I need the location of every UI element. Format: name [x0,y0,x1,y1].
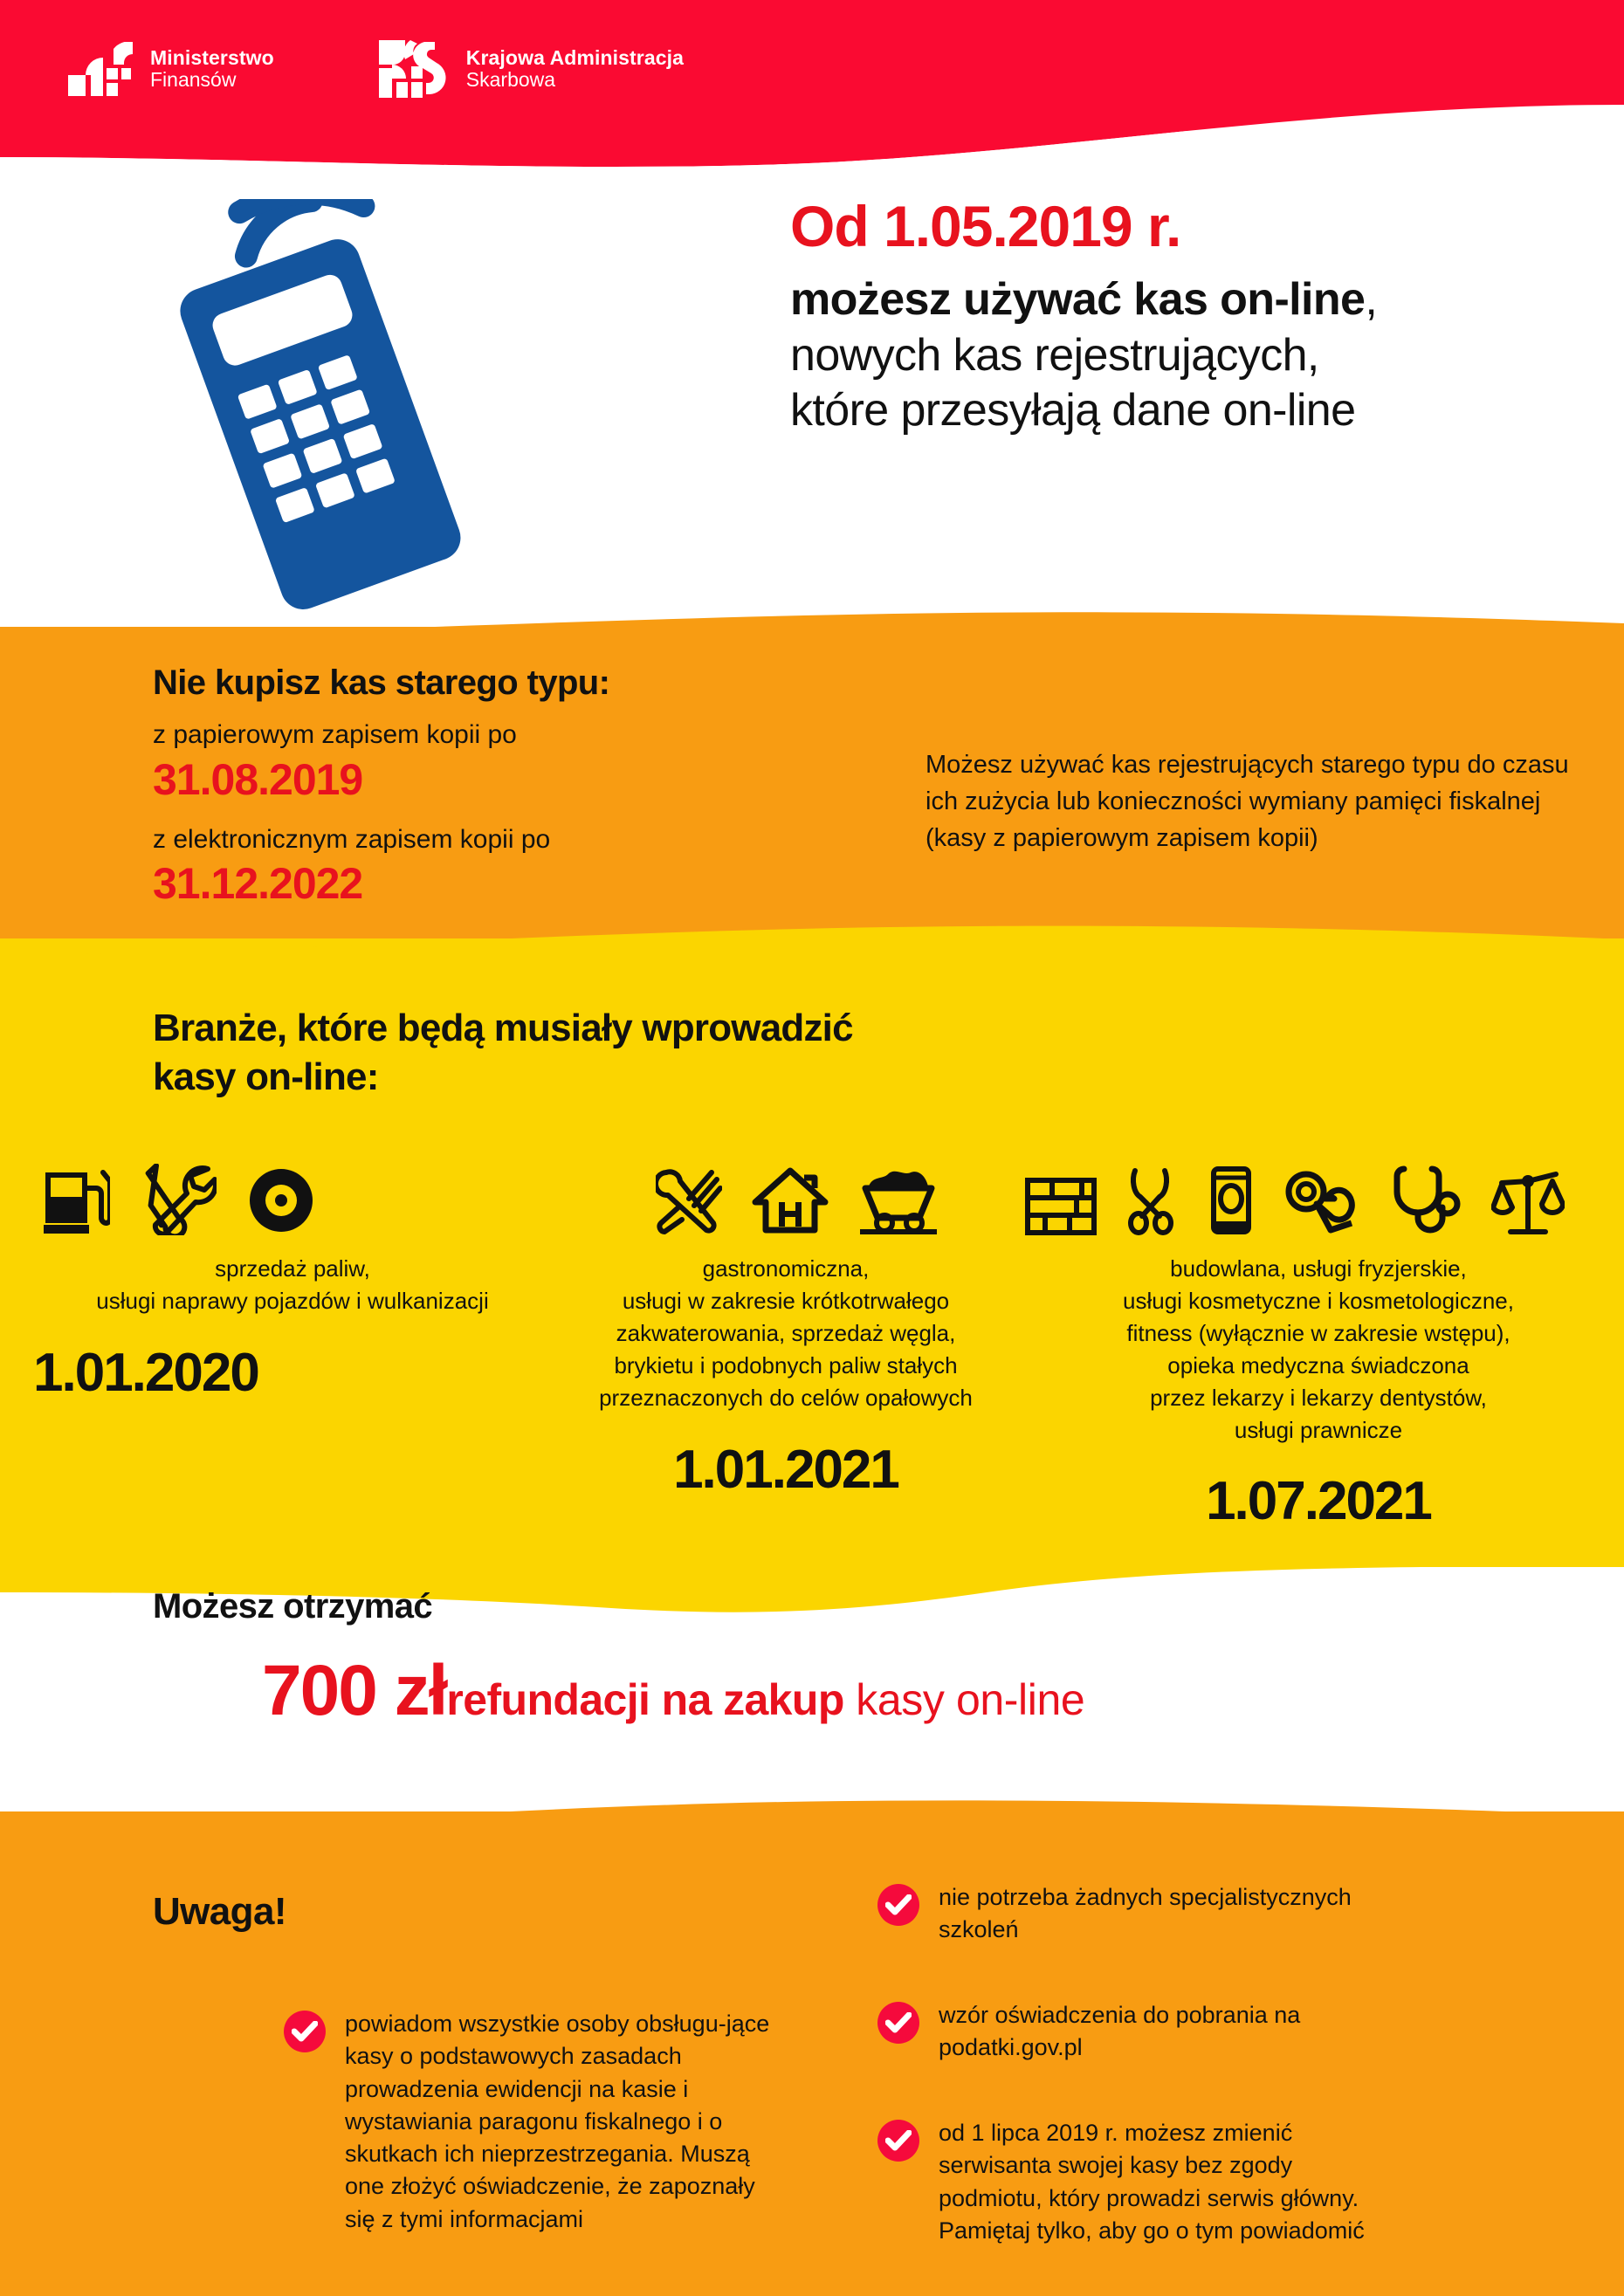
industry-group-2-icons [633,1131,939,1235]
industries-columns: sprzedaż paliw, usługi naprawy pojazdów … [0,1131,1624,1532]
notice-bullet-2-text: wzór oświadczenia do pobrania na podatki… [939,2002,1301,2061]
stethoscope-icon [1393,1165,1461,1234]
check-circle-icon [877,2002,919,2044]
fuel-pump-icon [44,1170,110,1234]
no-purchase-note: Możesz używać kas rejestrujących starego… [926,751,1569,853]
mf-logo-icon [68,42,133,96]
mf-logo-line1: Ministerstwo [150,46,274,70]
refund-headline: 700 złrefundacji na zakup kasy on-line [262,1650,1085,1732]
hero-date: Od 1.05.2019 r. [790,194,1181,258]
tire-icon [250,1169,313,1232]
hero-section: Od 1.05.2019 r. możesz używać kas on-lin… [0,131,1624,629]
industry-group-2-desc: gastronomiczna, usługi w zakresie krótko… [599,1255,973,1411]
cash-register-online-icon [180,182,461,609]
notice-band-top-wave [0,1800,1624,1875]
kas-logo-line1: Krajowa Administracja [465,46,684,70]
notice-bullet-3: od 1 lipca 2019 r. możesz zmienić serwis… [877,2117,1384,2247]
notice-bullet-3-text: od 1 lipca 2019 r. możesz zmienić serwis… [939,2120,1365,2244]
industries-band [0,938,1624,1567]
refund-tail: kasy on-line [843,1675,1085,1724]
refund-middle: refundacji na zakup [446,1675,844,1724]
no-purchase-title: Nie kupisz kas starego typu: [153,663,610,702]
industry-group-1: sprzedaż paliw, usługi naprawy pojazdów … [0,1131,559,1532]
cutlery-icon [656,1169,722,1234]
hotel-house-icon [752,1167,829,1234]
kas-logo-text: Krajowa Administracja Skarbowa [466,47,684,91]
yellow-band-bottom-wave [0,1563,1624,1612]
notice-bullet-1-text: nie potrzeba żadnych specjalistycznych s… [939,1884,1352,1943]
notice-main-bullet-text: powiadom wszystkie osoby obsługu-jące ka… [345,2011,770,2232]
kas-logo-line2: Skarbowa [465,68,556,91]
no-purchase-label-0: z papierowym zapisem kopii po [153,720,517,749]
no-purchase-label-1: z elektronicznym zapisem kopii po [153,824,551,854]
no-purchase-date-0: 31.08.2019 [153,754,363,804]
hero-copy: Od 1.05.2019 r. możesz używać kas on-lin… [790,196,1576,439]
header-bottom-wave [0,103,1624,199]
industry-group-1-icons [26,1131,316,1235]
industries-title: Branże, które będą musiały wprowadzić ka… [153,1007,854,1099]
hero-line-1: możesz używać kas on-line, [790,272,1576,327]
logo-row: Ministerstwo Finansów Krajowa Administra… [68,40,684,98]
notice-bullet-1: nie potrzeba żadnych specjalistycznych s… [877,1881,1366,1947]
notice-band [0,1811,1624,2296]
notice-main-bullet: powiadom wszystkie osoby obsługu-jące ka… [284,2008,773,2236]
industry-group-2-date: 1.01.2021 [673,1439,900,1500]
industry-group-3-icons [1013,1131,1565,1235]
hero-line-1-bold: możesz używać kas on-line [790,274,1366,326]
hero-line-3: które przesyłają dane on-line [790,385,1356,437]
coal-cart-icon [860,1171,937,1234]
mf-logo-line2: Finansów [150,68,237,91]
scissors-icon [1128,1168,1173,1235]
no-purchase-left: Nie kupisz kas starego typu: z papierowy… [153,663,781,927]
hero-line-1-tail: , [1365,274,1378,326]
check-circle-icon [284,2011,326,2052]
industry-group-3-desc: budowlana, usługi fryzjerskie, usługi ko… [1123,1255,1514,1443]
tools-wrench-screwdriver-icon [145,1164,217,1235]
brick-wall-icon [1025,1178,1097,1235]
industry-group-3-date: 1.07.2021 [1206,1471,1433,1532]
no-purchase-date-1: 31.12.2022 [153,859,363,908]
refund-amount: 700 zł [262,1651,448,1730]
kas-logo-icon [378,40,446,98]
industry-group-1-desc: sprzedaż paliw, usługi naprawy pojazdów … [96,1255,489,1314]
industry-group-3: budowlana, usługi fryzjerskie, usługi ko… [1013,1131,1624,1532]
hero-line-2: nowych kas rejestrujących, [790,329,1319,381]
yellow-band-top-wave [0,925,1624,1002]
scales-of-justice-icon [1491,1172,1565,1234]
industry-group-1-date: 1.01.2020 [33,1342,260,1403]
notice-title: Uwaga! [153,1890,286,1933]
fitness-arm-icon [1285,1171,1355,1234]
refund-intro: Możesz otrzymać [153,1587,433,1626]
check-circle-icon [877,1884,919,1926]
logo-ministerstwo-finansow: Ministerstwo Finansów [68,42,274,96]
mf-logo-text: Ministerstwo Finansów [150,47,274,91]
orange-band-top-wave [0,612,1624,681]
check-circle-icon [877,2120,919,2162]
industry-group-2: gastronomiczna, usługi w zakresie krótko… [559,1131,1013,1532]
logo-krajowa-administracja-skarbowa: Krajowa Administracja Skarbowa [378,40,684,98]
cosmetic-tube-icon [1211,1166,1251,1234]
notice-bullet-2: wzór oświadczenia do pobrania na podatki… [877,1999,1366,2065]
